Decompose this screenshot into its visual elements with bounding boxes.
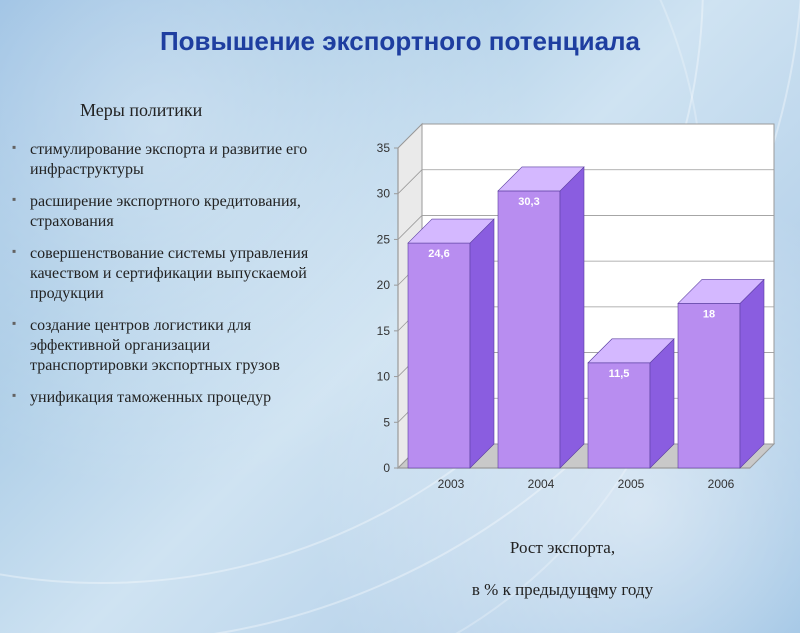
- slide: Повышение экспортного потенциала Меры по…: [0, 0, 800, 633]
- svg-text:24,6: 24,6: [428, 248, 449, 260]
- bar-chart: 0 5 10 15 20 25 30 35 24,6 2003 30,3 2004 11,5 2005 18…: [340, 108, 785, 528]
- svg-text:5: 5: [383, 415, 390, 429]
- chart-subcaption: в % к предыдущему году: [340, 580, 785, 600]
- svg-text:20: 20: [377, 278, 391, 292]
- bullet-item: унификация таможенных процедур: [10, 388, 330, 408]
- bullet-item: расширение экспортного кредитования, стр…: [10, 192, 330, 232]
- page-number: 11: [585, 585, 600, 603]
- svg-text:2004: 2004: [528, 477, 555, 491]
- svg-text:0: 0: [383, 461, 390, 475]
- svg-text:2003: 2003: [438, 477, 465, 491]
- svg-text:2005: 2005: [618, 477, 645, 491]
- svg-text:25: 25: [377, 232, 391, 246]
- bullet-item: совершенствование системы управления кач…: [10, 244, 330, 304]
- bullet-list: стимулирование экспорта и развитие его и…: [10, 140, 330, 420]
- svg-text:15: 15: [377, 324, 391, 338]
- svg-text:35: 35: [377, 141, 391, 155]
- svg-text:30,3: 30,3: [518, 196, 539, 208]
- svg-text:11,5: 11,5: [609, 368, 630, 380]
- bullet-item: создание центров логистики для эффективн…: [10, 316, 330, 376]
- slide-title: Повышение экспортного потенциала: [0, 26, 800, 57]
- svg-text:30: 30: [377, 187, 391, 201]
- svg-text:2006: 2006: [708, 477, 735, 491]
- chart-caption: Рост экспорта,: [340, 538, 785, 558]
- bullet-item: стимулирование экспорта и развитие его и…: [10, 140, 330, 180]
- subheading: Меры политики: [80, 100, 202, 121]
- svg-text:10: 10: [377, 370, 391, 384]
- svg-text:18: 18: [703, 308, 715, 320]
